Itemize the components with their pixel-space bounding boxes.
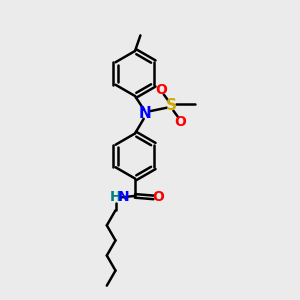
Text: S: S	[166, 98, 176, 113]
Text: O: O	[175, 115, 187, 128]
Text: O: O	[155, 83, 167, 97]
Text: N: N	[139, 106, 152, 121]
Text: H: H	[110, 190, 121, 204]
Text: N: N	[118, 190, 130, 204]
Text: O: O	[152, 190, 164, 204]
